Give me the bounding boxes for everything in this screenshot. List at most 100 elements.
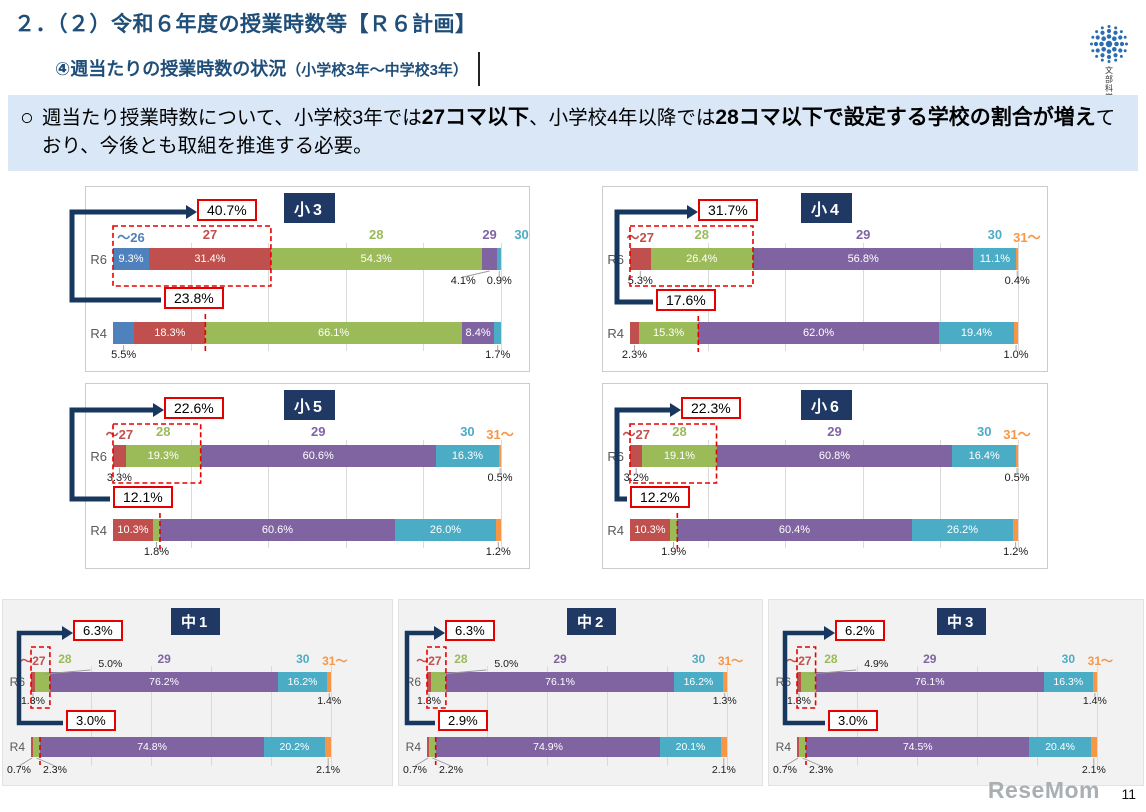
gridline: [1037, 666, 1038, 766]
segment-value: 76.1%: [914, 676, 945, 688]
logo-dot: [1101, 36, 1106, 41]
bar-segment: 54.3%: [270, 248, 482, 270]
gridline: [501, 243, 502, 351]
gridline: [345, 243, 347, 351]
category-label: 31～: [322, 654, 348, 668]
notice-box: ○ 週当たり授業時数について、小学校3年では27コマ以下、小学校4年以降では28…: [8, 95, 1138, 171]
stacked-bar: 26.4% 56.8% 11.1%: [630, 248, 1018, 270]
logo-dot: [1106, 34, 1112, 39]
bar-segment: [1090, 737, 1097, 757]
segment-value: 4.9%: [864, 658, 889, 670]
row-label: R4: [405, 739, 421, 754]
row-label: R6: [90, 448, 107, 464]
callout-r6: 22.6%: [164, 397, 224, 419]
callout-r4: 17.6%: [656, 289, 716, 311]
callout-r4: 12.2%: [630, 486, 690, 508]
bar-segment: [630, 445, 643, 467]
category-label: 31～: [1087, 654, 1114, 668]
segment-value: 11.1%: [979, 253, 1011, 265]
segment-value: 4.1%: [450, 275, 476, 287]
segment-value: 31.4%: [194, 253, 226, 265]
segment-value: 76.1%: [545, 676, 575, 688]
gridline: [667, 666, 668, 766]
logo-dot: [1114, 26, 1118, 30]
segment-value: 1.2%: [485, 546, 511, 558]
logo-dot: [1107, 60, 1111, 63]
logo-dot: [1091, 49, 1095, 53]
gridline: [862, 243, 864, 351]
bar-segment: 26.4%: [650, 248, 753, 270]
segment-value: 60.8%: [818, 450, 851, 462]
bar-segment: 60.6%: [159, 519, 396, 541]
segment-value: 10.3%: [117, 524, 149, 536]
segment-value: 20.2%: [279, 741, 310, 753]
bar-segment: 16.2%: [278, 672, 327, 692]
notice-text: 週当たり授業時数について、小学校3年では27コマ以下、小学校4年以降では28コマ…: [42, 103, 1124, 163]
gridline: [345, 440, 347, 548]
segment-value: 1.4%: [1082, 695, 1107, 707]
segment-value: 19.4%: [960, 327, 993, 339]
chart-title: 小5: [284, 390, 335, 420]
segment-value: 26.2%: [946, 524, 979, 536]
bar-segment: 60.4%: [677, 519, 912, 541]
gridline: [501, 440, 502, 548]
segment-value: 1.3%: [786, 695, 811, 707]
segment-value: 2.3%: [809, 764, 833, 776]
increase-arrow-head: [434, 626, 445, 640]
logo-dot: [1100, 58, 1104, 62]
category-label: 31～: [1013, 230, 1041, 245]
increase-arrow-head: [687, 205, 698, 219]
mext-logo-icon: [1090, 25, 1128, 63]
bar-segment: [324, 737, 332, 757]
bar-segment: [430, 672, 446, 692]
bar-segment: [630, 322, 639, 344]
bar-segment: 76.2%: [49, 672, 279, 692]
category-label: ～27: [626, 230, 655, 245]
bar-segment: 60.8%: [716, 445, 953, 467]
segment-value: 0.5%: [1004, 472, 1030, 484]
bar-segment: 20.1%: [660, 737, 721, 757]
logo-dot: [1113, 53, 1118, 58]
gridline: [190, 440, 192, 548]
bar-segment: [797, 737, 800, 757]
segment-value: 1.7%: [485, 349, 511, 361]
increase-arrow-head: [153, 403, 164, 417]
callout-r4: 2.9%: [438, 710, 488, 731]
gridline: [1097, 666, 1098, 766]
bar-segment: [31, 737, 34, 757]
category-label: 30: [1061, 652, 1076, 666]
gridline: [547, 666, 548, 766]
chart-panel-sho4: ～27 28 29 30 31～ R6 26.4% 56.8% 11.1% 5.3% 0.4% R4 1…: [602, 186, 1048, 372]
logo-dot: [1099, 41, 1104, 47]
bar-segment: 19.3%: [125, 445, 201, 467]
callout-r4: 3.0%: [828, 710, 878, 731]
bar-segment: 66.1%: [205, 322, 462, 344]
segment-value: 2.1%: [1081, 764, 1106, 776]
segment-value: 3.3%: [106, 472, 132, 484]
bar-segment: 26.2%: [911, 519, 1014, 541]
stacked-bar: 76.1% 16.2%: [427, 672, 727, 692]
gridline: [940, 243, 942, 351]
category-label: ～27: [786, 654, 812, 668]
chart-title: 小4: [801, 193, 852, 223]
stacked-bar: 9.3% 31.4% 54.3%: [113, 248, 501, 270]
bar-segment: 20.2%: [264, 737, 325, 757]
logo-dot: [1095, 48, 1100, 53]
notice-bullet: ○: [20, 104, 34, 130]
bar-segment: 9.3%: [113, 248, 150, 270]
bar-segment: [326, 672, 331, 692]
segment-value: 15.3%: [653, 327, 685, 339]
logo-dot: [1114, 58, 1118, 62]
category-label: 28: [58, 652, 72, 666]
logo-dot: [1107, 25, 1111, 28]
notice-run: ており、今後とも取組を推進する必要。: [41, 107, 1116, 157]
logo-dot: [1106, 49, 1112, 54]
segment-value: 20.1%: [675, 741, 706, 753]
segment-value: 1.3%: [712, 695, 737, 707]
segment-value: 8.4%: [465, 327, 491, 339]
chart-panel-chu2: ～27 28 29 30 31～ R6 76.1% 16.2% 5.0% 1.3% 1.3% R4 74…: [398, 599, 763, 786]
bar-segment: 56.8%: [752, 248, 974, 270]
notice-run: 週当たり授業時数について、小学校3年では: [41, 107, 422, 129]
segment-value: 2.3%: [621, 349, 647, 361]
